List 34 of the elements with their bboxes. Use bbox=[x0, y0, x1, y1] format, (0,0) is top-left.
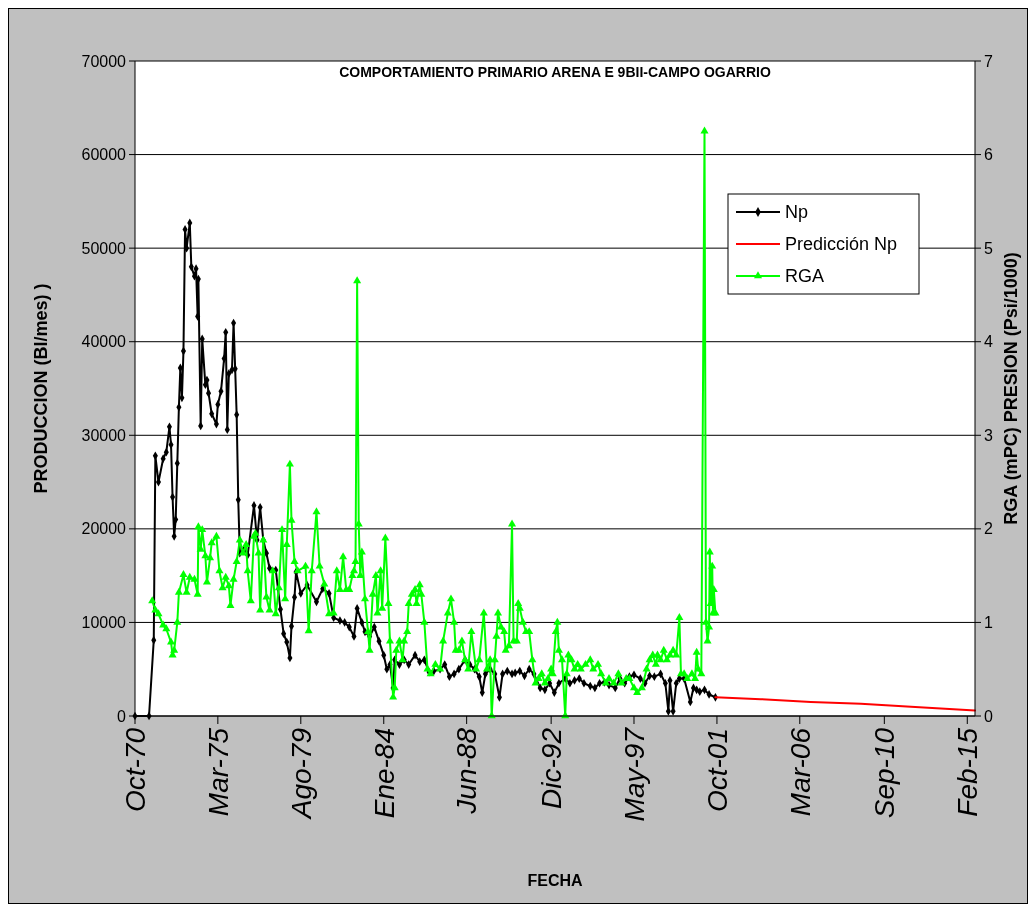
y2-axis-title: RGA (mPC) PRESION (Psi/1000) bbox=[1001, 252, 1021, 525]
y2-tick-label: 7 bbox=[984, 52, 993, 70]
legend-label: Predicción Np bbox=[785, 234, 898, 255]
y2-tick-label: 3 bbox=[984, 426, 993, 444]
chart-title: COMPORTAMIENTO PRIMARIO ARENA E 9BII-CAMPO OGARRIO bbox=[339, 64, 771, 80]
x-tick-label: Mar-75 bbox=[202, 727, 234, 817]
x-tick-label: Sep-10 bbox=[869, 727, 901, 819]
y-tick-label: 60000 bbox=[81, 146, 127, 164]
y-axis-title: PRODUCCION (Bl/mes) ) bbox=[31, 283, 51, 494]
y-tick-label: 30000 bbox=[81, 426, 127, 444]
y2-tick-label: 1 bbox=[984, 614, 993, 632]
x-tick-label: Feb-15 bbox=[952, 727, 984, 817]
y-tick-label: 50000 bbox=[81, 239, 127, 257]
y2-tick-label: 0 bbox=[984, 707, 993, 725]
y-tick-label: 70000 bbox=[81, 52, 127, 70]
y-tick-label: 20000 bbox=[81, 520, 127, 538]
y-tick-label: 40000 bbox=[81, 333, 127, 351]
x-tick-label: Oct-70 bbox=[119, 727, 151, 813]
y-tick-label: 10000 bbox=[81, 614, 127, 632]
y2-tick-label: 4 bbox=[984, 333, 993, 351]
x-tick-label: Mar-06 bbox=[784, 727, 816, 817]
legend-label: RGA bbox=[785, 266, 825, 287]
x-tick-label: Jun-88 bbox=[451, 727, 483, 815]
x-tick-label: Oct-01 bbox=[701, 728, 733, 813]
y2-tick-label: 6 bbox=[984, 146, 993, 164]
x-axis-title: FECHA bbox=[527, 872, 583, 889]
x-tick-label: Ago-79 bbox=[285, 728, 317, 821]
y2-tick-label: 2 bbox=[984, 520, 993, 538]
legend-label: Np bbox=[785, 202, 809, 223]
x-tick-label: Dic-92 bbox=[535, 727, 567, 809]
y2-tick-label: 5 bbox=[984, 239, 993, 257]
x-tick-label: Ene-84 bbox=[368, 728, 400, 819]
x-tick-label: May-97 bbox=[618, 726, 650, 822]
y-tick-label: 0 bbox=[117, 707, 127, 725]
